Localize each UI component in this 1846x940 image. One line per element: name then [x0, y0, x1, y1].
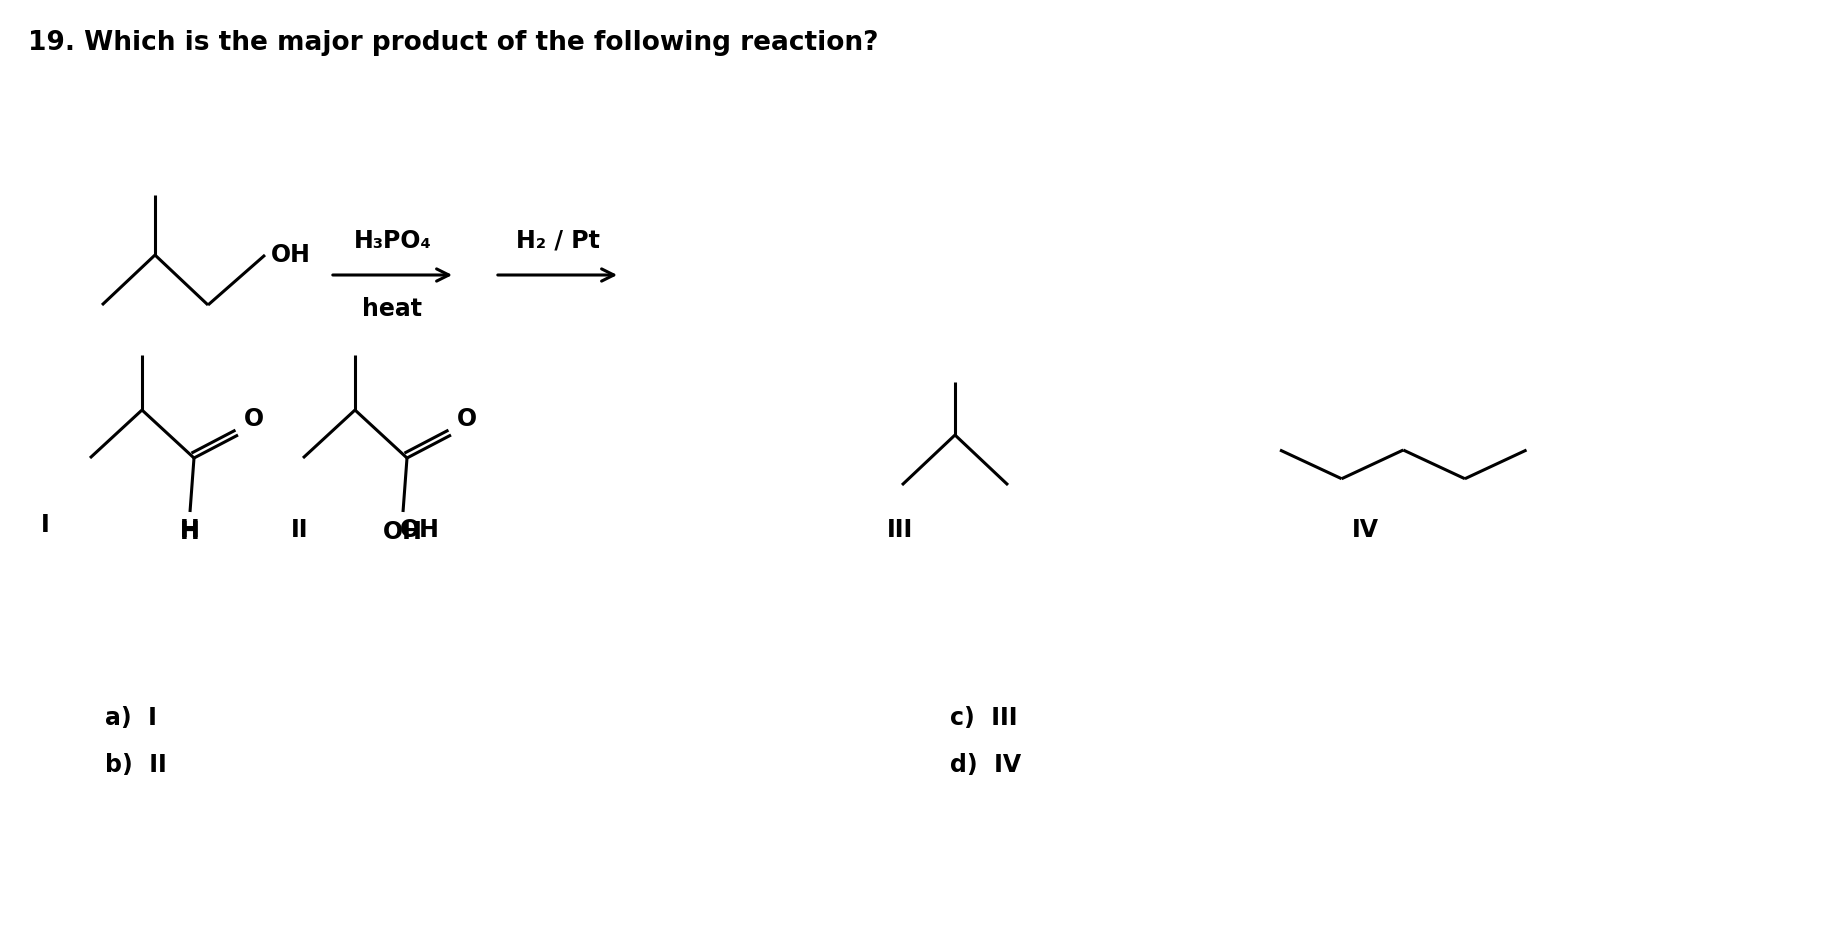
Text: H₃PO₄: H₃PO₄ [354, 229, 432, 253]
Text: OH: OH [401, 518, 439, 542]
Text: H₂ / Pt: H₂ / Pt [515, 229, 600, 253]
Text: 19. Which is the major product of the following reaction?: 19. Which is the major product of the fo… [28, 30, 879, 56]
Text: H: H [181, 518, 199, 542]
Text: OH: OH [384, 520, 423, 544]
Text: b)  II: b) II [105, 753, 166, 777]
Text: c)  III: c) III [951, 706, 1017, 730]
Text: O: O [244, 407, 264, 431]
Text: OH: OH [271, 243, 310, 267]
Text: III: III [886, 518, 914, 542]
Text: d)  IV: d) IV [951, 753, 1021, 777]
Text: I: I [41, 513, 50, 537]
Text: H: H [181, 520, 199, 544]
Text: IV: IV [1351, 518, 1379, 542]
Text: heat: heat [362, 297, 423, 321]
Text: O: O [458, 407, 476, 431]
Text: II: II [292, 518, 308, 542]
Text: a)  I: a) I [105, 706, 157, 730]
